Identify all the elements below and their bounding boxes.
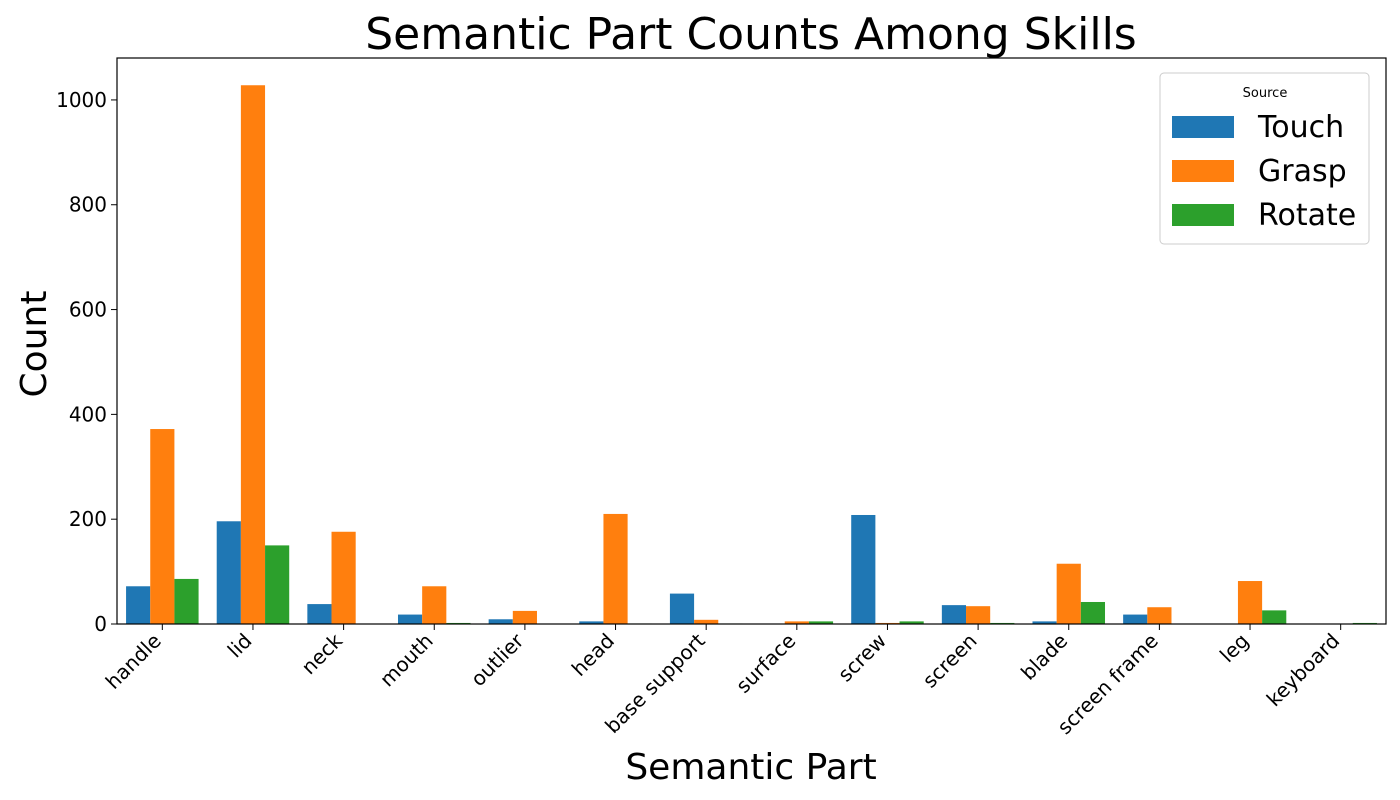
bar-head-touch — [579, 621, 604, 624]
bar-neck-touch — [307, 604, 332, 624]
bar-base-support-grasp — [694, 619, 719, 624]
x-tick-label-blade: blade — [1016, 629, 1072, 685]
bar-lid-rotate — [265, 545, 290, 624]
bar-leg-grasp — [1237, 581, 1263, 624]
bar-neck-grasp — [331, 531, 356, 624]
y-axis-label: Count — [14, 291, 55, 398]
legend-swatch-rotate — [1172, 204, 1234, 226]
bar-surface-grasp — [784, 621, 809, 624]
x-tick-label-lid: lid — [223, 629, 257, 663]
x-tick-label-handle: handle — [101, 629, 166, 694]
bar-surface-rotate — [808, 621, 834, 624]
bar-lid-grasp — [240, 85, 266, 624]
y-tick-label-0: 0 — [94, 612, 107, 636]
bar-blade-touch — [1032, 621, 1057, 624]
bar-leg-rotate — [1262, 610, 1287, 624]
legend-label-rotate: Rotate — [1258, 198, 1356, 233]
x-tick-label-keyboard: keyboard — [1262, 629, 1345, 712]
y-axis: 0 200 400 600 800 1000 — [56, 88, 117, 636]
bar-handle-rotate — [174, 578, 199, 624]
x-tick-label-head: head — [567, 629, 619, 681]
x-tick-label-screen: screen — [918, 629, 982, 693]
legend-label-grasp: Grasp — [1258, 154, 1347, 189]
legend-box — [1159, 72, 1370, 245]
x-tick-label-mouth: mouth — [375, 629, 438, 692]
bar-blade-grasp — [1056, 563, 1081, 624]
bar-handle-grasp — [150, 429, 175, 624]
bar-mouth-touch — [397, 614, 423, 624]
y-tick-label-1000: 1000 — [56, 88, 107, 112]
bar-screen-frame-touch — [1123, 614, 1148, 624]
bar-mouth-grasp — [422, 586, 447, 624]
legend-title: Source — [1243, 86, 1288, 101]
legend: Source Touch Grasp Rotate — [1159, 72, 1370, 245]
bar-base-support-touch — [669, 593, 695, 624]
bar-screen-touch — [941, 605, 967, 624]
bar-handle-touch — [126, 586, 151, 624]
bar-screen-grasp — [966, 606, 991, 624]
bar-blade-rotate — [1080, 601, 1106, 624]
bar-screen-frame-grasp — [1147, 607, 1172, 624]
bar-lid-touch — [216, 521, 241, 624]
legend-items: Touch Grasp Rotate — [1172, 110, 1356, 233]
y-tick-label-200: 200 — [69, 507, 107, 531]
plot-frame — [116, 57, 1387, 625]
x-tick-label-surface: surface — [731, 629, 800, 698]
bar-screw-rotate — [899, 621, 924, 624]
legend-label-touch: Touch — [1257, 110, 1344, 145]
legend-swatch-grasp — [1172, 160, 1234, 182]
x-tick-label-screw: screw — [833, 629, 891, 687]
y-tick-label-600: 600 — [69, 298, 107, 322]
y-tick-label-800: 800 — [69, 193, 107, 217]
bar-outlier-grasp — [512, 610, 537, 624]
bar-head-grasp — [603, 513, 628, 624]
bar-outlier-touch — [488, 619, 513, 624]
x-axis-label: Semantic Part — [625, 747, 876, 788]
legend-swatch-touch — [1172, 116, 1234, 138]
bar-screw-touch — [851, 514, 876, 624]
x-tick-label-leg: leg — [1215, 629, 1254, 668]
x-tick-label-outlier: outlier — [466, 628, 529, 691]
x-tick-label-neck: neck — [297, 628, 348, 679]
chart-title: Semantic Part Counts Among Skills — [365, 9, 1136, 60]
y-tick-label-400: 400 — [69, 402, 107, 426]
